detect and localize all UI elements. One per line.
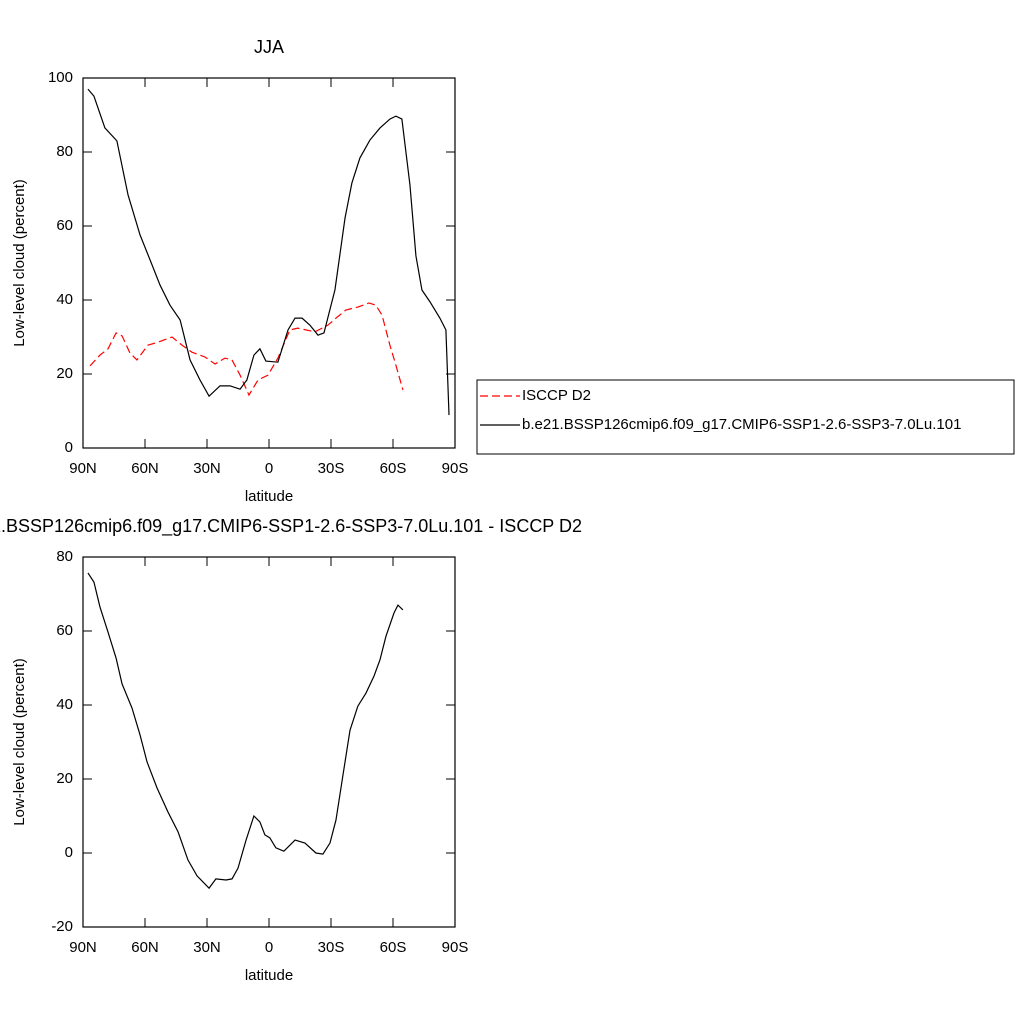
x-tick-label: 0 xyxy=(265,460,273,477)
y-tick-label: 100 xyxy=(48,69,73,86)
x-tick-label: 0 xyxy=(265,939,273,956)
y-tick-label: 40 xyxy=(56,291,73,308)
x-tick-label: 90N xyxy=(69,939,97,956)
y-tick-label: 40 xyxy=(56,696,73,713)
y-tick-label: 80 xyxy=(56,548,73,565)
y-axis-label: Low-level cloud (percent) xyxy=(11,658,28,826)
data-line xyxy=(89,302,404,397)
legend-label: ISCCP D2 xyxy=(522,387,591,404)
y-tick-label: 60 xyxy=(56,622,73,639)
x-tick-label: 30N xyxy=(193,939,221,956)
legend-box xyxy=(476,379,1015,455)
x-tick-label: 60N xyxy=(131,939,159,956)
y-tick-label: 0 xyxy=(65,439,73,456)
x-tick-label: 30N xyxy=(193,460,221,477)
chart-title: b.e21.BSSP126cmip6.f09_g17.CMIP6-SSP1-2.… xyxy=(0,516,582,537)
x-tick-label: 60S xyxy=(380,460,407,477)
x-tick-label: 90S xyxy=(442,460,469,477)
y-tick-label: 60 xyxy=(56,217,73,234)
x-tick-label: 30S xyxy=(318,460,345,477)
x-axis-label: latitude xyxy=(245,967,293,984)
data-line xyxy=(87,88,450,416)
y-tick-label: 80 xyxy=(56,143,73,160)
plot-frame xyxy=(82,77,456,449)
x-tick-label: 60N xyxy=(131,460,159,477)
y-axis-label: Low-level cloud (percent) xyxy=(11,179,28,347)
y-tick-label: 20 xyxy=(56,365,73,382)
chart-title: JJA xyxy=(254,37,284,57)
x-tick-label: 90S xyxy=(442,939,469,956)
data-line xyxy=(87,572,404,890)
plot-frame xyxy=(82,556,456,928)
y-tick-label: 20 xyxy=(56,770,73,787)
x-tick-label: 90N xyxy=(69,460,97,477)
x-tick-label: 30S xyxy=(318,939,345,956)
x-tick-label: 60S xyxy=(380,939,407,956)
legend-label: b.e21.BSSP126cmip6.f09_g17.CMIP6-SSP1-2.… xyxy=(522,416,961,433)
x-axis-label: latitude xyxy=(245,488,293,505)
y-tick-label: 0 xyxy=(65,844,73,861)
y-tick-label: -20 xyxy=(51,918,73,935)
